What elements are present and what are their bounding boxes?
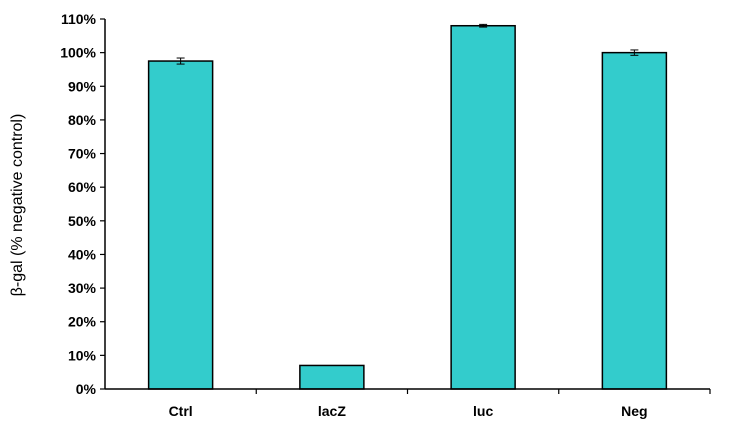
- bar-luc: [450, 24, 516, 390]
- y-axis-title: β-gal (% negative control): [9, 114, 26, 297]
- x-tick-label: luc: [473, 403, 493, 419]
- x-axis: Ctrl lacZ luc Neg: [169, 389, 711, 419]
- y-tick-label: 0%: [76, 381, 97, 397]
- y-tick-label: 90%: [68, 78, 97, 94]
- y-tick-label: 110%: [61, 11, 97, 27]
- y-axis: 0% 10% 20% 30% 40% 50% 60% 70% 80% 90% 100% 110%: [60, 11, 105, 397]
- y-tick-label: 60%: [68, 179, 97, 195]
- x-tick-label: Neg: [621, 403, 647, 419]
- bar-lacz: [299, 364, 365, 390]
- bar-ctrl: [147, 60, 214, 390]
- y-tick-label: 10%: [68, 347, 97, 363]
- bars: [147, 23, 668, 390]
- bar-neg: [601, 51, 668, 390]
- y-tick-label: 30%: [68, 280, 97, 296]
- y-tick-label: 70%: [68, 146, 97, 162]
- x-tick-label: Ctrl: [169, 403, 193, 419]
- x-tick-label: lacZ: [318, 403, 346, 419]
- y-tick-label: 50%: [68, 213, 97, 229]
- y-tick-label: 40%: [68, 246, 97, 262]
- y-tick-label: 80%: [68, 112, 97, 128]
- y-tick-label: 20%: [68, 314, 97, 330]
- y-tick-label: 100%: [60, 45, 96, 61]
